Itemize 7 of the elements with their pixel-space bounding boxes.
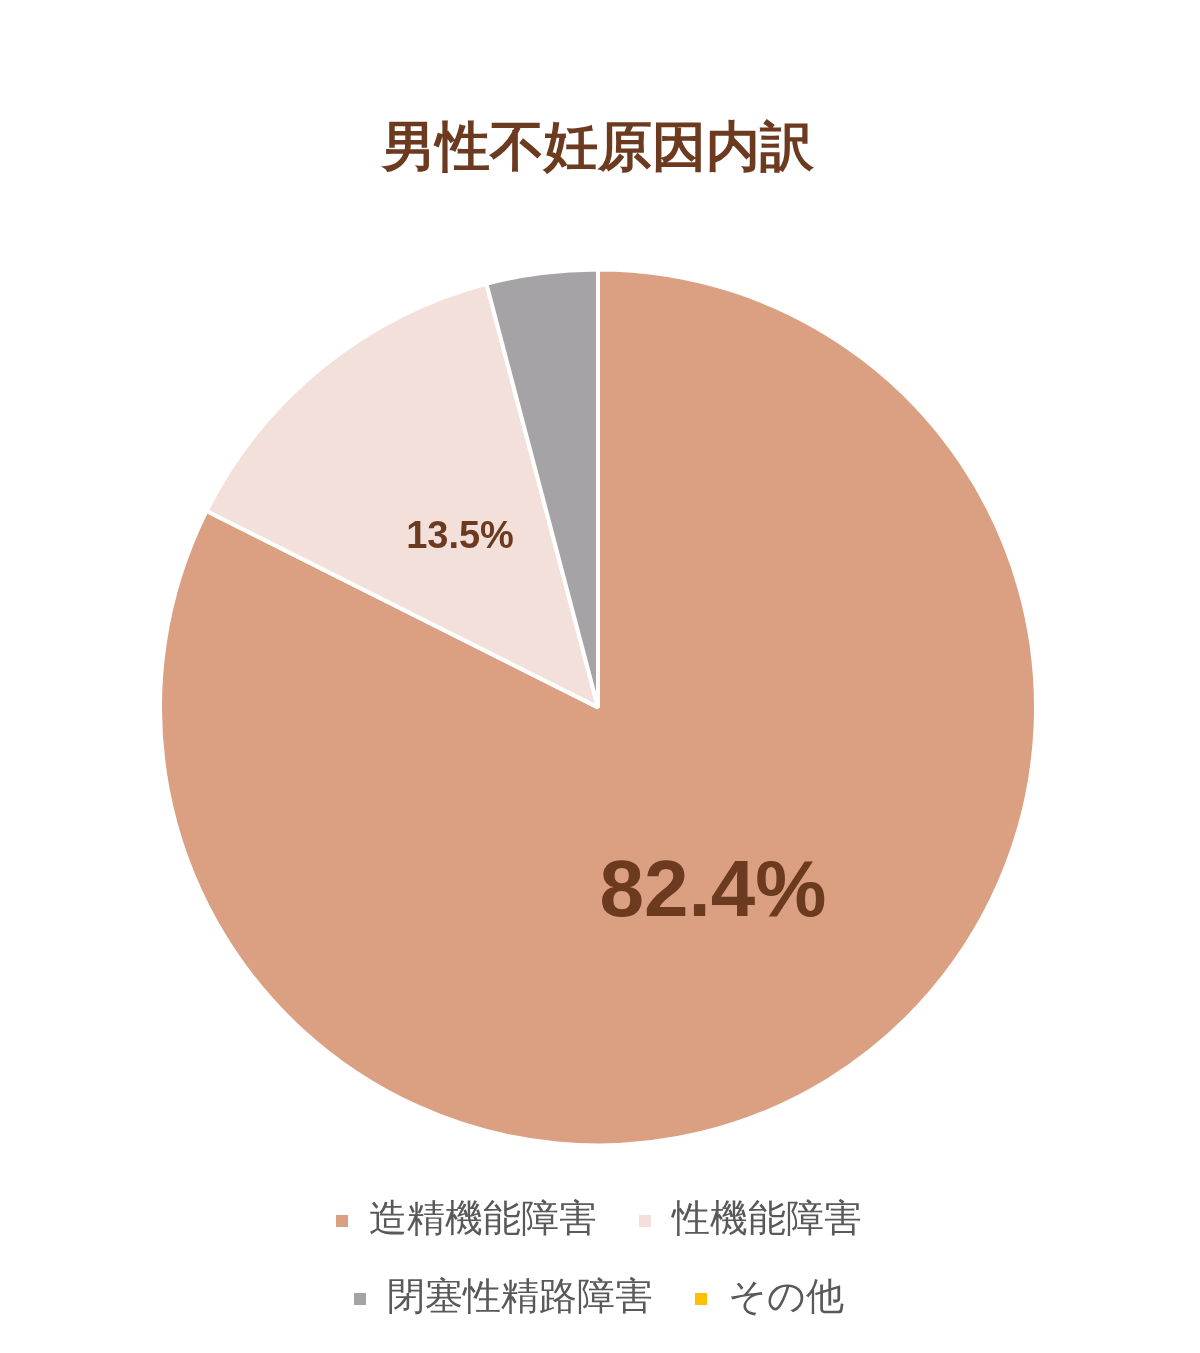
data-label: 13.5% (406, 513, 514, 556)
legend-label: その他 (728, 1275, 844, 1318)
chart-title: 男性不妊原因内訳 (380, 116, 815, 177)
legend-label: 性機能障害 (671, 1197, 862, 1240)
legend-label: 造精機能障害 (369, 1197, 597, 1240)
legend-label: 閉塞性精路障害 (387, 1275, 653, 1318)
data-label: 82.4% (599, 843, 827, 933)
